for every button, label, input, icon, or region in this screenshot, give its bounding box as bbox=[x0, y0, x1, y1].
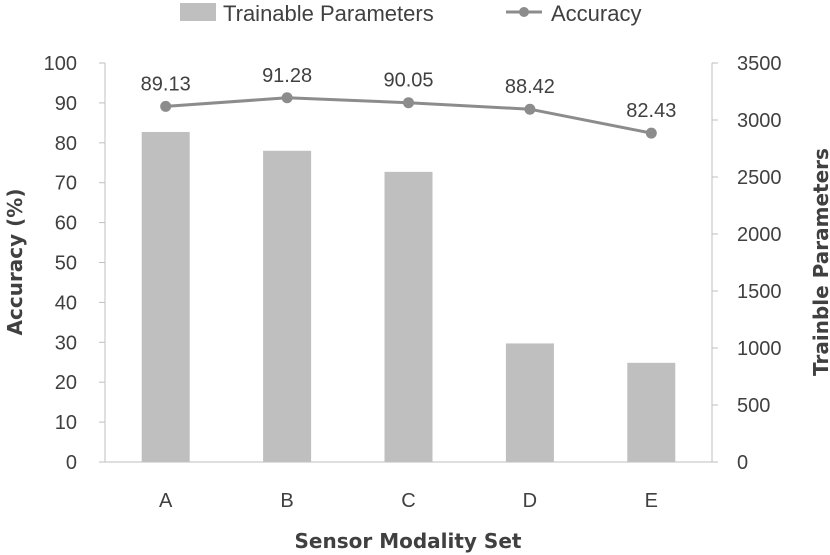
right-tick-label: 3000 bbox=[737, 110, 782, 132]
left-tick-label: 40 bbox=[55, 292, 77, 314]
accuracy-data-label-E: 82.43 bbox=[626, 100, 676, 122]
line-series: 89.13 91.28 90.05 88.42 82.43 bbox=[141, 65, 676, 139]
bar-A bbox=[141, 131, 190, 462]
x-tick-label-C: C bbox=[401, 490, 415, 512]
accuracy-data-label-B: 91.28 bbox=[262, 65, 312, 87]
left-tick-label: 70 bbox=[55, 173, 77, 195]
accuracy-point-E bbox=[645, 127, 657, 139]
left-tick-label: 20 bbox=[55, 372, 77, 394]
accuracy-point-A bbox=[160, 100, 172, 112]
x-tick-label-E: E bbox=[645, 490, 658, 512]
left-tick-label: 50 bbox=[55, 253, 77, 275]
right-tick-label: 3500 bbox=[737, 53, 782, 75]
bar-D bbox=[505, 343, 554, 462]
legend-swatch-marker bbox=[519, 7, 529, 17]
right-tick-label: 500 bbox=[737, 395, 770, 417]
left-axis-title: Accuracy (%) bbox=[3, 189, 27, 336]
accuracy-point-C bbox=[403, 97, 414, 109]
left-tick-label: 30 bbox=[55, 332, 77, 354]
x-tick-labels: A B C D E bbox=[159, 490, 658, 512]
left-tick-label: 0 bbox=[66, 452, 77, 474]
bar-B bbox=[263, 150, 312, 462]
x-tick-label-A: A bbox=[159, 490, 173, 512]
left-tick-labels: 0 10 20 30 40 50 60 70 80 90 100 bbox=[44, 53, 105, 474]
right-tick-label: 2500 bbox=[737, 167, 782, 189]
right-tick-labels: 0 500 1000 1500 2000 2500 3000 3500 bbox=[712, 53, 782, 474]
x-tick-label-B: B bbox=[280, 490, 293, 512]
right-tick-label: 0 bbox=[737, 452, 748, 474]
left-tick-label: 100 bbox=[44, 53, 77, 75]
accuracy-point-D bbox=[524, 103, 536, 115]
accuracy-data-label-C: 90.05 bbox=[383, 70, 433, 92]
x-tick-label-D: D bbox=[523, 490, 537, 512]
left-tick-label: 10 bbox=[55, 412, 77, 434]
accuracy-point-B bbox=[281, 92, 293, 104]
right-tick-label: 1000 bbox=[737, 338, 782, 360]
right-tick-label: 2000 bbox=[737, 224, 782, 246]
left-tick-label: 90 bbox=[55, 93, 77, 115]
legend-label-accuracy: Accuracy bbox=[551, 1, 641, 26]
legend: Trainable Parameters Accuracy bbox=[180, 1, 641, 26]
accuracy-data-label-A: 89.13 bbox=[141, 73, 191, 95]
legend-swatch-bar bbox=[180, 3, 216, 21]
right-tick-label: 1500 bbox=[737, 281, 782, 303]
accuracy-data-label-D: 88.42 bbox=[505, 76, 555, 98]
left-tick-label: 60 bbox=[55, 213, 77, 235]
legend-label-trainable-parameters: Trainable Parameters bbox=[223, 1, 434, 26]
bar-E bbox=[627, 362, 676, 462]
right-axis-title: Trainble Parameters bbox=[809, 148, 830, 376]
bar-series bbox=[141, 131, 676, 462]
x-axis-title: Sensor Modality Set bbox=[295, 529, 522, 553]
bar-C bbox=[384, 171, 433, 462]
left-tick-label: 80 bbox=[55, 133, 77, 155]
